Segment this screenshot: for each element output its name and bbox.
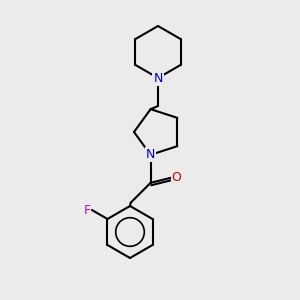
Text: F: F	[83, 203, 91, 217]
Text: O: O	[172, 171, 182, 184]
Text: N: N	[153, 71, 163, 85]
Text: N: N	[146, 148, 155, 161]
